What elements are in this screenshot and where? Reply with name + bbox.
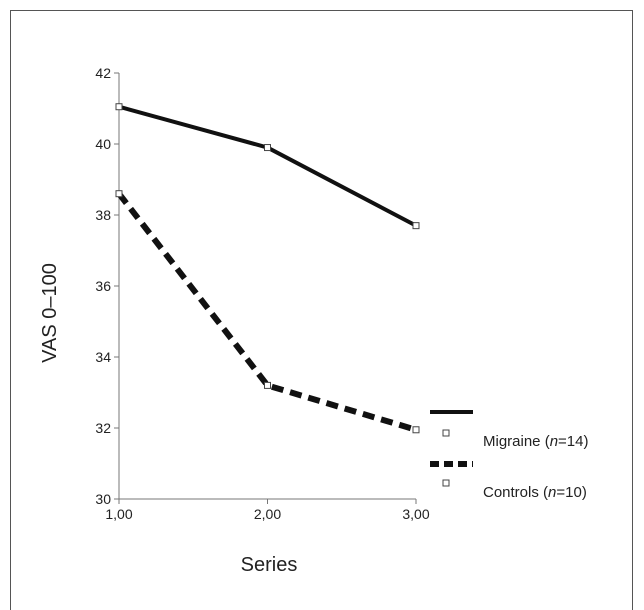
y-tick-label: 38	[95, 207, 111, 223]
y-tick-label: 32	[95, 420, 111, 436]
y-tick-label: 36	[95, 278, 111, 294]
data-point	[264, 144, 271, 152]
y-tick-label: 42	[95, 65, 111, 81]
y-axis-ticks: 30 32 34 36 38 40 42	[95, 65, 119, 507]
x-tick-label: 3,00	[402, 506, 429, 522]
data-point	[412, 222, 420, 230]
legend-label-migraine: Migraine (n=14)	[483, 433, 588, 450]
x-tick-label: 1,00	[105, 506, 132, 522]
y-tick-label: 34	[95, 349, 111, 365]
y-axis-title: VAS 0–100	[39, 263, 61, 363]
x-axis-title: Series	[241, 554, 298, 576]
legend-marker-migraine	[442, 429, 450, 437]
legend: Migraine (n=14) Controls (n=10)	[430, 410, 588, 501]
line-chart: 30 32 34 36 38 40 42 1,00 2,00 3,00 VAS 0–100 Se…	[39, 65, 588, 576]
series-line-controls	[116, 191, 417, 433]
series-layer	[115, 103, 420, 434]
x-tick-label: 2,00	[254, 506, 281, 522]
plot-area: 30 32 34 36 38 40 42 1,00 2,00 3,00	[95, 65, 429, 522]
chart-frame	[10, 10, 633, 610]
data-point	[115, 103, 123, 111]
series-line-migraine	[118, 104, 417, 228]
data-point	[412, 426, 420, 434]
legend-label-controls: Controls (n=10)	[483, 484, 587, 501]
legend-marker-controls	[442, 479, 450, 487]
y-tick-label: 30	[95, 491, 111, 507]
y-tick-label: 40	[95, 136, 111, 152]
x-axis-ticks: 1,00 2,00 3,00	[105, 499, 430, 522]
data-point	[264, 381, 271, 389]
data-point	[115, 190, 123, 198]
